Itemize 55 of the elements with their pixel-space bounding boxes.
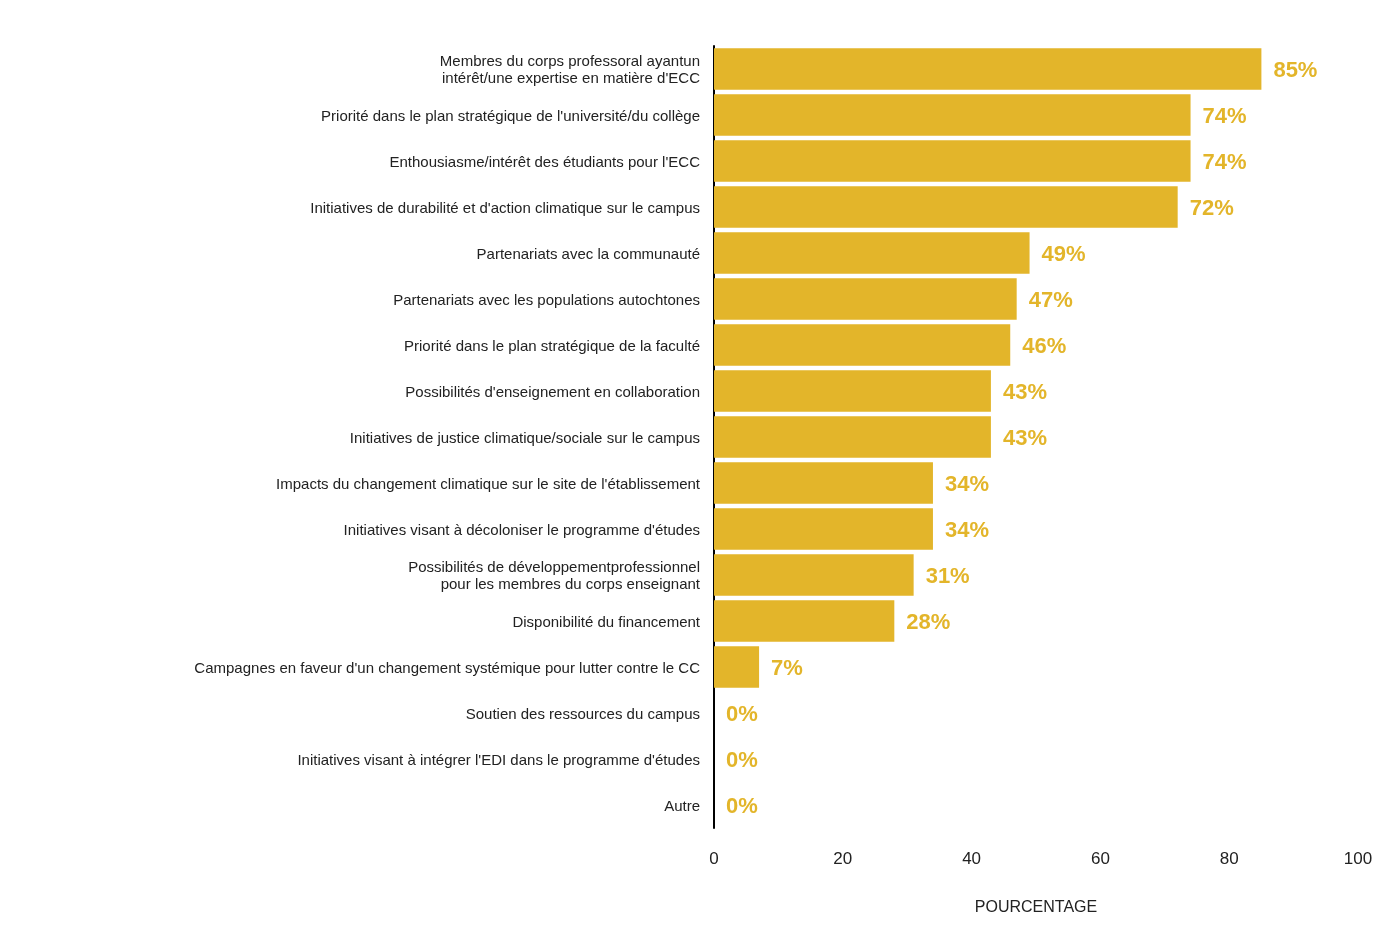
data-label: 85%: [1273, 56, 1318, 82]
bar: [714, 508, 933, 550]
y-tick-label: Possibilités d'enseignement en collaboration: [405, 382, 700, 400]
bar: [714, 232, 1030, 274]
data-label: 28%: [906, 608, 951, 634]
bar: [714, 94, 1191, 136]
data-label: 0%: [726, 792, 758, 818]
bar: [714, 48, 1262, 90]
y-tick-label: Partenariats avec les populations autochtones: [393, 290, 700, 308]
bar: [714, 600, 895, 642]
bar: [714, 186, 1178, 228]
y-tick-label: Autre: [664, 796, 700, 814]
y-tick-label: Possibilités de développementprofessionnel pour les membres du corps enseignant: [408, 558, 701, 592]
data-label: 46%: [1022, 332, 1067, 358]
y-tick-label: Soutien des ressources du campus: [465, 704, 700, 722]
bar: [714, 416, 991, 458]
x-tick-label: 40: [962, 849, 982, 868]
y-tick-label: Priorité dans le plan stratégique de la faculté: [403, 336, 700, 354]
bar: [714, 462, 933, 504]
x-tick-label: 80: [1219, 849, 1239, 868]
data-label: 47%: [1028, 286, 1073, 312]
data-label: 43%: [1002, 378, 1047, 404]
y-tick-label: Membres du corps professoral ayantun intérêt/une expertise en matière d'ECC: [439, 52, 701, 86]
x-tick-label: 100: [1343, 849, 1373, 868]
bar: [714, 324, 1011, 366]
bar: [714, 370, 991, 412]
data-label: 7%: [771, 654, 803, 680]
bar: [714, 554, 914, 596]
y-tick-label: Campagnes en faveur d'un changement systémique pour lutter contre le CC: [194, 658, 701, 676]
data-label: 34%: [944, 470, 990, 496]
y-tick-label: Priorité dans le plan stratégique de l'université/du collège: [321, 106, 700, 124]
data-label: 49%: [1041, 240, 1086, 266]
y-tick-label: Initiatives de justice climatique/sociale sur le campus: [349, 428, 700, 446]
data-label: 74%: [1202, 148, 1247, 174]
y-tick-label: Impacts du changement climatique sur le site de l'établissement: [276, 474, 701, 492]
x-tick-label: 20: [833, 849, 853, 868]
data-label: 0%: [726, 700, 758, 726]
x-axis-title: POURCENTAGE: [974, 897, 1098, 915]
bar: [714, 646, 760, 688]
y-tick-label: Initiatives visant à décoloniser le programme d'études: [343, 520, 700, 538]
y-tick-label: Disponibilité du financement: [512, 612, 701, 630]
bar: [714, 140, 1191, 182]
data-label: 31%: [925, 562, 970, 588]
y-tick-label: Initiatives de durabilité et d'action climatique sur le campus: [310, 198, 700, 216]
data-label: 72%: [1189, 194, 1234, 220]
bar: [714, 278, 1017, 320]
data-label: 34%: [944, 516, 990, 542]
y-tick-label: Partenariats avec la communauté: [476, 244, 700, 262]
y-tick-label: Enthousiasme/intérêt des étudiants pour l'ECC: [389, 152, 701, 170]
y-tick-label: Initiatives visant à intégrer l'EDI dans le programme d'études: [297, 750, 700, 768]
x-tick-label: 60: [1090, 849, 1110, 868]
x-tick-label: 0: [709, 849, 719, 868]
data-label: 43%: [1002, 424, 1047, 450]
data-label: 0%: [726, 746, 758, 772]
data-label: 74%: [1202, 102, 1247, 128]
